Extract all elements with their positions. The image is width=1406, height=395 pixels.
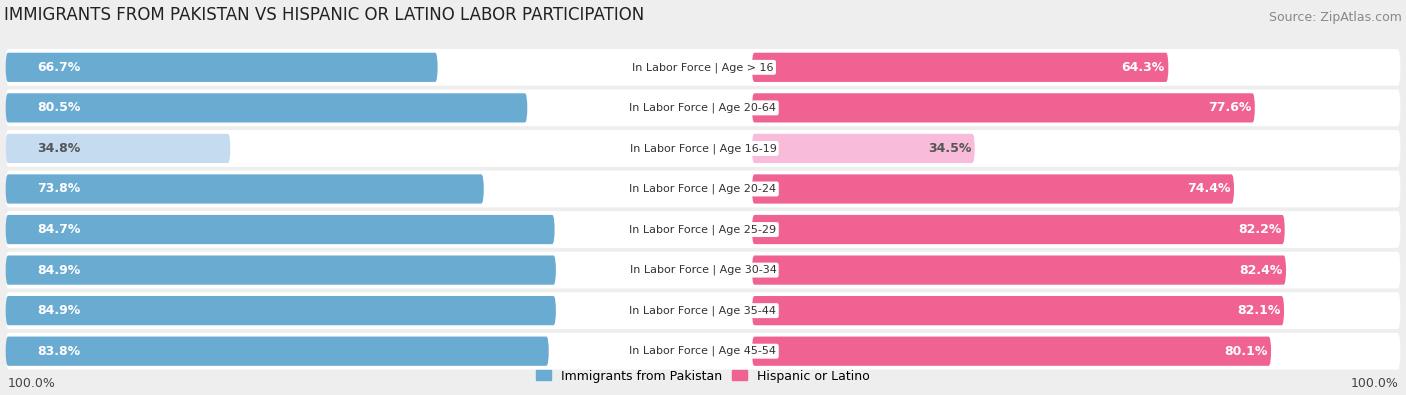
Text: 73.8%: 73.8%	[37, 182, 80, 196]
FancyBboxPatch shape	[6, 215, 554, 244]
FancyBboxPatch shape	[6, 90, 1400, 126]
FancyBboxPatch shape	[752, 337, 1271, 366]
Text: Source: ZipAtlas.com: Source: ZipAtlas.com	[1270, 11, 1402, 24]
Text: 77.6%: 77.6%	[1208, 102, 1251, 115]
Text: 84.7%: 84.7%	[37, 223, 80, 236]
Text: 100.0%: 100.0%	[1351, 377, 1399, 390]
Text: 83.8%: 83.8%	[37, 345, 80, 358]
FancyBboxPatch shape	[752, 93, 1254, 122]
Text: 66.7%: 66.7%	[37, 61, 80, 74]
FancyBboxPatch shape	[752, 256, 1286, 285]
FancyBboxPatch shape	[6, 134, 231, 163]
Text: 64.3%: 64.3%	[1122, 61, 1166, 74]
Text: In Labor Force | Age 30-34: In Labor Force | Age 30-34	[630, 265, 776, 275]
FancyBboxPatch shape	[6, 93, 527, 122]
Text: In Labor Force | Age > 16: In Labor Force | Age > 16	[633, 62, 773, 73]
FancyBboxPatch shape	[6, 337, 548, 366]
Text: 34.8%: 34.8%	[37, 142, 80, 155]
Legend: Immigrants from Pakistan, Hispanic or Latino: Immigrants from Pakistan, Hispanic or La…	[536, 370, 870, 383]
FancyBboxPatch shape	[6, 130, 1400, 167]
FancyBboxPatch shape	[6, 174, 484, 203]
Text: In Labor Force | Age 16-19: In Labor Force | Age 16-19	[630, 143, 776, 154]
Text: In Labor Force | Age 25-29: In Labor Force | Age 25-29	[630, 224, 776, 235]
Text: 100.0%: 100.0%	[7, 377, 55, 390]
Text: In Labor Force | Age 45-54: In Labor Force | Age 45-54	[630, 346, 776, 356]
FancyBboxPatch shape	[6, 211, 1400, 248]
Text: 82.4%: 82.4%	[1239, 263, 1282, 276]
FancyBboxPatch shape	[752, 134, 974, 163]
FancyBboxPatch shape	[6, 256, 555, 285]
FancyBboxPatch shape	[752, 174, 1234, 203]
FancyBboxPatch shape	[6, 171, 1400, 207]
FancyBboxPatch shape	[6, 53, 437, 82]
FancyBboxPatch shape	[6, 292, 1400, 329]
FancyBboxPatch shape	[752, 296, 1284, 325]
Text: 84.9%: 84.9%	[37, 304, 80, 317]
Text: 84.9%: 84.9%	[37, 263, 80, 276]
FancyBboxPatch shape	[6, 296, 555, 325]
FancyBboxPatch shape	[752, 53, 1168, 82]
Text: In Labor Force | Age 35-44: In Labor Force | Age 35-44	[630, 305, 776, 316]
Text: In Labor Force | Age 20-24: In Labor Force | Age 20-24	[630, 184, 776, 194]
FancyBboxPatch shape	[752, 215, 1285, 244]
Text: 80.1%: 80.1%	[1225, 345, 1268, 358]
Text: 74.4%: 74.4%	[1187, 182, 1230, 196]
Text: 80.5%: 80.5%	[37, 102, 80, 115]
FancyBboxPatch shape	[6, 333, 1400, 370]
Text: 82.2%: 82.2%	[1237, 223, 1281, 236]
FancyBboxPatch shape	[6, 252, 1400, 288]
Text: 34.5%: 34.5%	[928, 142, 972, 155]
Text: 82.1%: 82.1%	[1237, 304, 1281, 317]
Text: IMMIGRANTS FROM PAKISTAN VS HISPANIC OR LATINO LABOR PARTICIPATION: IMMIGRANTS FROM PAKISTAN VS HISPANIC OR …	[4, 6, 644, 24]
Text: In Labor Force | Age 20-64: In Labor Force | Age 20-64	[630, 103, 776, 113]
FancyBboxPatch shape	[6, 49, 1400, 86]
